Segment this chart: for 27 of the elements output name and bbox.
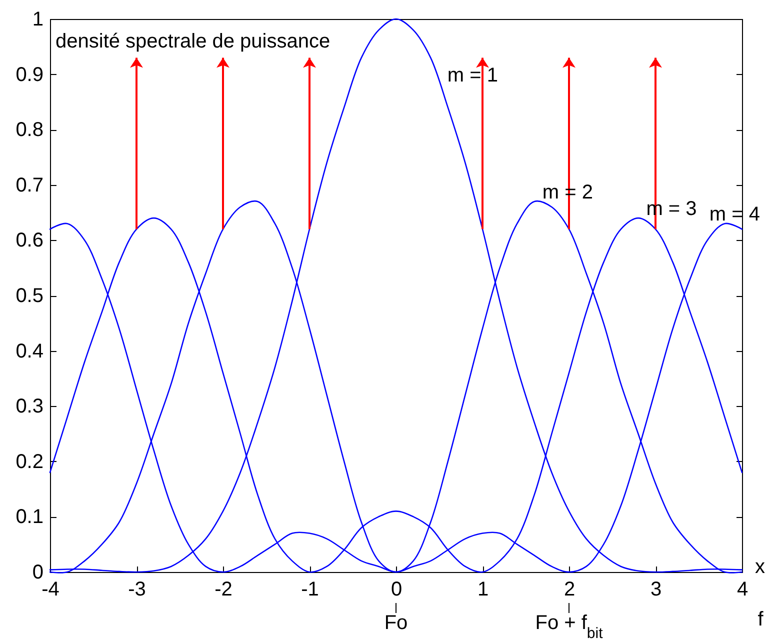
- y-axis-title: densité spectrale de puissance: [56, 30, 330, 52]
- x-tick-label: 2: [564, 578, 576, 600]
- y-tick-label: 1: [32, 8, 44, 30]
- annotation: Fo + f$_{bit}$: [535, 612, 604, 639]
- x-tick-label: 0: [390, 578, 402, 600]
- y-tick-label: 0.3: [16, 396, 44, 418]
- y-tick-label: 0.8: [16, 119, 44, 142]
- text: x: [755, 556, 765, 578]
- series-label: m = 1: [447, 64, 498, 86]
- y-tick-label: 0.9: [16, 64, 44, 86]
- x-tick-label: -2: [214, 578, 232, 600]
- y-tick-label: 0.6: [16, 230, 44, 252]
- x-tick-label: 4: [736, 578, 748, 600]
- y-tick-label: 0.7: [16, 174, 44, 196]
- annotation: Fo: [384, 612, 408, 634]
- y-tick-label: 0.4: [16, 340, 44, 362]
- x-axis-title: f: [758, 608, 764, 630]
- x-tick-label: -1: [301, 578, 319, 600]
- x-tick-label: -3: [128, 578, 146, 600]
- series-label: m = 4: [709, 204, 760, 226]
- y-tick-label: 0: [32, 562, 44, 584]
- x-tick-label: -4: [42, 578, 60, 600]
- y-tick-label: 0.1: [16, 506, 44, 528]
- y-tick-label: 0.2: [16, 450, 44, 473]
- x-tick-label: 3: [650, 578, 662, 600]
- x-tick-label: 1: [477, 578, 489, 600]
- y-tick-label: 0.5: [16, 285, 44, 307]
